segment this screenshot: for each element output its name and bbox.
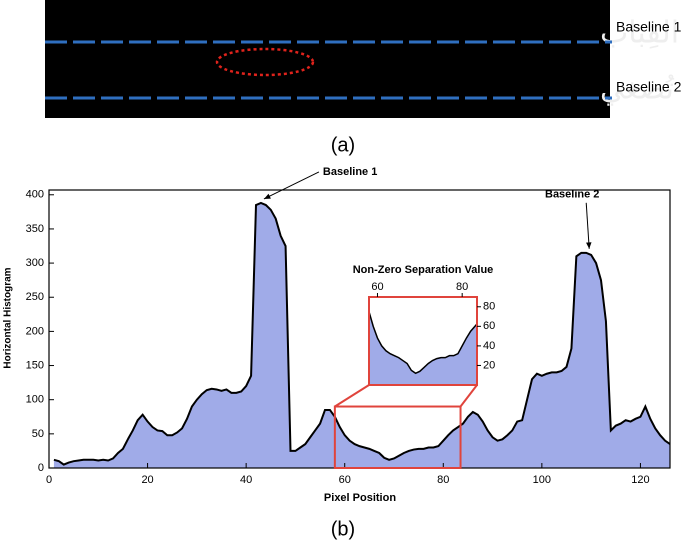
zoom-connector — [334, 384, 370, 408]
y-tick-label: 400 — [26, 189, 44, 201]
y-tick-label: 0 — [38, 462, 44, 474]
gap-ellipse — [215, 47, 315, 77]
inset-plot — [369, 309, 477, 385]
y-tick-label: 300 — [26, 257, 44, 269]
inset-x-tick-label: 60 — [371, 281, 383, 293]
inset-y-tick-label: 20 — [483, 359, 495, 371]
caption: (b) — [331, 518, 355, 540]
y-tick-label: 100 — [26, 394, 44, 406]
inset-y-tick-label: 40 — [483, 340, 495, 352]
area — [53, 202, 670, 468]
inset-line — [369, 309, 477, 375]
zoom-connector — [459, 384, 478, 408]
arabic-line: ثناديني قُراك مَعَ القِباب — [600, 13, 685, 50]
inset-y-tick-label: 60 — [483, 320, 495, 332]
annotation-arrow — [585, 202, 590, 249]
inset-frame — [368, 296, 478, 386]
x-tick-label: 20 — [141, 474, 153, 486]
x-tick-label: 120 — [631, 474, 649, 486]
x-tick-label: 100 — [533, 474, 551, 486]
y-tick-label: 150 — [26, 359, 44, 371]
y-axis-label: Horizontal Histogram — [3, 267, 14, 368]
y-tick-label: 250 — [26, 291, 44, 303]
y-tick-label: 50 — [32, 428, 44, 440]
y-tick-label: 200 — [26, 325, 44, 337]
baseline-label: Baseline 2 — [616, 79, 682, 95]
annotation: Baseline 1 — [323, 166, 377, 178]
zoom-region — [333, 405, 462, 469]
inset-x-tick-label: 80 — [456, 281, 468, 293]
inset-area — [369, 311, 477, 385]
line — [53, 201, 671, 466]
annotation: Baseline 2 — [545, 189, 599, 201]
arabic-line: غداً سَتعودُ والأجيالُ تُصغي — [600, 67, 685, 107]
baseline-label: Baseline 1 — [616, 19, 682, 35]
x-tick-label: 40 — [240, 474, 252, 486]
x-tick-label: 60 — [339, 474, 351, 486]
x-tick-label: 0 — [46, 474, 52, 486]
text-image — [45, 0, 610, 118]
caption: (a) — [331, 134, 355, 156]
inset-title: Non-Zero Separation Value — [353, 264, 494, 276]
inset-y-tick-label: 80 — [483, 301, 495, 313]
y-tick-label: 350 — [26, 223, 44, 235]
x-tick-label: 80 — [437, 474, 449, 486]
arrow-head — [263, 193, 271, 199]
annotation-arrow — [263, 171, 320, 200]
x-axis-label: Pixel Position — [324, 492, 396, 504]
arrow-head — [586, 242, 592, 249]
